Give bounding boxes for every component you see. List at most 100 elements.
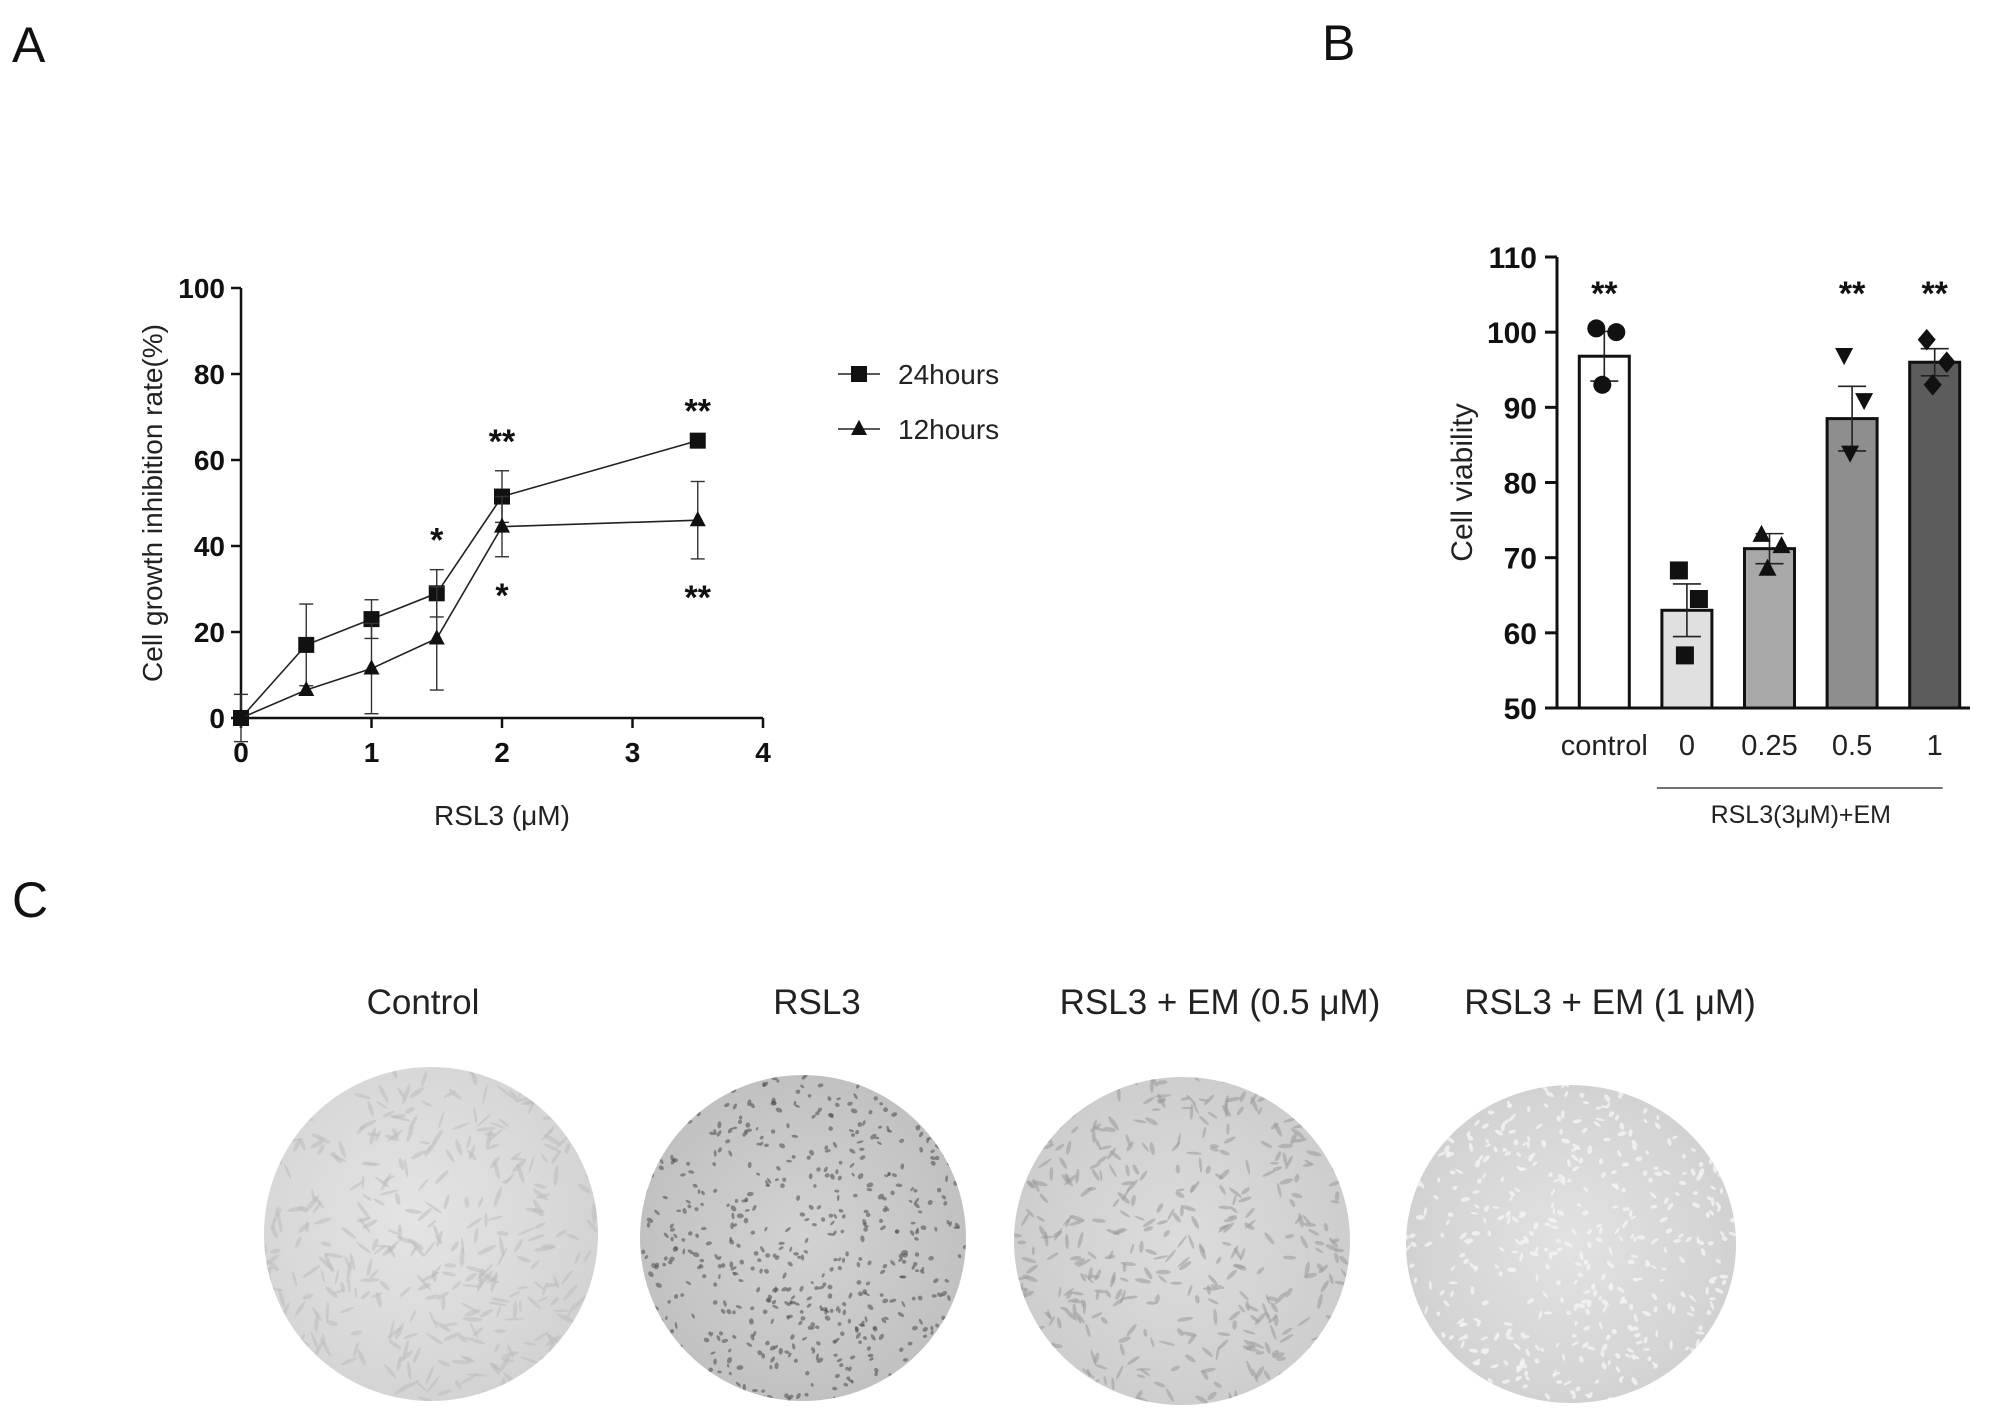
cell (530, 1260, 540, 1270)
cell (1587, 1145, 1593, 1155)
cell (424, 1240, 436, 1256)
cell (654, 1209, 660, 1216)
cell (1121, 1181, 1135, 1186)
cell (910, 1230, 915, 1236)
cell (1634, 1332, 1641, 1338)
cell (1262, 1170, 1276, 1177)
cell (1413, 1277, 1418, 1284)
cell (778, 1348, 783, 1355)
cell (1223, 1222, 1235, 1233)
cell (302, 1293, 314, 1300)
cell (1217, 1332, 1231, 1337)
cell (803, 1075, 808, 1078)
cell (688, 1231, 693, 1236)
cell (1459, 1232, 1467, 1240)
cell (1471, 1230, 1481, 1236)
cell (378, 1084, 389, 1103)
cell (1642, 1310, 1652, 1317)
cell (687, 1249, 694, 1255)
cell (1072, 1303, 1077, 1318)
cell (1492, 1206, 1500, 1209)
cell (746, 1191, 754, 1197)
y-tick-label: 0 (209, 703, 225, 734)
cell (1611, 1170, 1617, 1175)
cell (709, 1131, 715, 1136)
cell (1651, 1265, 1657, 1269)
cell (1122, 1262, 1127, 1272)
cell (1544, 1392, 1551, 1400)
cell (833, 1353, 838, 1357)
cell (756, 1142, 761, 1146)
replicate-point (1689, 590, 1708, 609)
cell (1526, 1140, 1530, 1149)
cell (771, 1075, 778, 1081)
cell (655, 1282, 662, 1288)
cell (293, 1139, 301, 1152)
cell (1474, 1204, 1480, 1209)
cell (801, 1336, 808, 1341)
cell (1565, 1310, 1572, 1316)
cell (1483, 1217, 1487, 1224)
cell (1410, 1241, 1417, 1248)
cell (1204, 1094, 1215, 1105)
cell (407, 1237, 424, 1250)
cell (561, 1270, 573, 1285)
cell (1436, 1311, 1441, 1317)
cell (872, 1327, 878, 1332)
cell (1598, 1295, 1602, 1301)
cell (937, 1292, 943, 1298)
group-label: RSL3(3μM)+EM (1711, 801, 1891, 829)
cell (862, 1218, 867, 1225)
cell (1406, 1244, 1412, 1253)
cell (1232, 1320, 1237, 1330)
cell (814, 1286, 819, 1291)
legend-marker (851, 366, 867, 382)
cell (910, 1187, 914, 1192)
cell (1218, 1223, 1230, 1233)
cell (1112, 1198, 1120, 1208)
cell (1038, 1158, 1052, 1169)
cell (1149, 1142, 1155, 1156)
cell (1682, 1153, 1686, 1160)
cell (1406, 1234, 1409, 1240)
replicate-point (1855, 393, 1874, 411)
cell (800, 1084, 805, 1089)
cell (945, 1175, 949, 1183)
cell (527, 1296, 542, 1309)
cell (1571, 1228, 1577, 1236)
cell (376, 1101, 388, 1109)
cell (1548, 1172, 1553, 1178)
cell (434, 1320, 451, 1332)
cell (1587, 1241, 1592, 1249)
cell (277, 1212, 283, 1234)
cell (1483, 1205, 1490, 1212)
cell (746, 1342, 753, 1347)
cell (845, 1366, 850, 1371)
cell (1150, 1337, 1155, 1348)
cell (796, 1392, 801, 1400)
cell (528, 1155, 535, 1173)
cell (1573, 1279, 1578, 1285)
cell (1600, 1350, 1605, 1358)
cell (403, 1159, 409, 1178)
cell (816, 1167, 821, 1172)
cell (771, 1287, 779, 1293)
cell (717, 1370, 722, 1374)
cell (1619, 1377, 1623, 1383)
cell (349, 1180, 364, 1191)
cell (1229, 1187, 1242, 1198)
cell (583, 1249, 592, 1262)
cell (1433, 1195, 1439, 1200)
cell (1532, 1161, 1538, 1167)
cell (1556, 1210, 1565, 1216)
cell (1710, 1197, 1715, 1207)
y-tick-label: 80 (194, 359, 225, 390)
cell (1544, 1222, 1551, 1227)
cell (811, 1114, 816, 1119)
cell (864, 1224, 869, 1228)
cell (744, 1197, 749, 1203)
cell (840, 1331, 845, 1336)
cell (1627, 1259, 1635, 1265)
micrograph-label-rsl3-em-1: RSL3 + EM (1 μM) (1464, 983, 1756, 1022)
cell (734, 1198, 739, 1203)
